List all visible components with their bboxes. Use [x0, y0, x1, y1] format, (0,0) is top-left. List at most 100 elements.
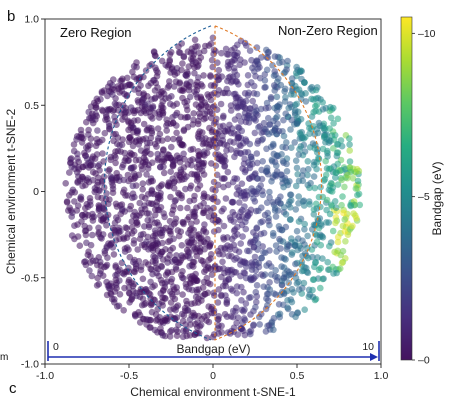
scatter-point	[164, 135, 171, 143]
scatter-point	[325, 137, 333, 144]
scatter-point	[109, 185, 117, 193]
scatter-point	[311, 145, 319, 152]
scatter-point	[332, 169, 340, 176]
scatter-point	[251, 188, 258, 196]
scatter-point	[132, 138, 140, 145]
scatter-point	[195, 130, 202, 138]
scatter-point	[86, 194, 94, 202]
scatter-point	[131, 151, 138, 159]
scatter-point	[79, 176, 87, 183]
scatter-point	[202, 290, 209, 298]
scatter-point	[169, 293, 176, 300]
scatter-point	[145, 246, 152, 253]
scatter-point	[200, 209, 208, 216]
scatter-point	[317, 183, 324, 191]
scatter-point	[334, 238, 342, 246]
scatter-point	[174, 302, 182, 309]
scatter-point	[123, 91, 131, 99]
scatter-point	[263, 46, 270, 54]
scatter-point	[119, 189, 127, 196]
scatter-point	[148, 60, 155, 68]
scatter-point	[219, 122, 227, 130]
scatter-point	[172, 215, 180, 223]
scatter-point	[159, 226, 167, 234]
scatter-point	[239, 319, 246, 326]
scatter-point	[111, 296, 118, 303]
scatter-point	[233, 175, 241, 182]
scatter-point	[200, 278, 208, 286]
scatter-point	[103, 261, 111, 269]
scatter-point	[147, 299, 155, 307]
scatter-point	[143, 171, 150, 178]
scatter-point	[236, 61, 243, 69]
scatter-point	[183, 283, 190, 291]
scatter-point	[139, 96, 146, 103]
scatter-point	[282, 85, 289, 93]
scatter-point	[196, 113, 204, 120]
scatter-point	[207, 255, 214, 262]
scatter-point	[271, 53, 279, 60]
scatter-point	[83, 239, 90, 247]
scatter-point	[176, 80, 183, 87]
scatter-point	[168, 65, 176, 73]
scatter-point	[137, 231, 145, 239]
scatter-point	[223, 147, 230, 154]
y-tick-label: -0.5	[21, 272, 39, 284]
scatter-point	[130, 258, 137, 266]
scatter-point	[252, 207, 260, 215]
scatter-point	[257, 182, 265, 189]
scatter-point	[263, 145, 270, 153]
scatter-point	[112, 230, 120, 237]
scatter-point	[170, 286, 178, 293]
scatter-point	[74, 155, 81, 162]
scatter-point	[292, 313, 299, 321]
colorbar-tick-label: –0	[418, 355, 430, 367]
scatter-point	[261, 84, 268, 91]
scatter-point	[159, 287, 167, 295]
scatter-point	[234, 104, 241, 112]
scatter-point	[192, 270, 199, 278]
scatter-point	[214, 91, 221, 98]
scatter-point	[305, 165, 312, 173]
scatter-point	[110, 251, 118, 258]
scatter-point	[232, 94, 240, 102]
scatter-point	[278, 151, 285, 158]
scatter-point	[200, 72, 207, 79]
scatter-point	[74, 150, 81, 158]
scatter-point	[154, 125, 162, 132]
scatter-point	[155, 184, 163, 192]
scatter-point	[134, 127, 142, 134]
scatter-point	[195, 120, 202, 128]
scatter-point	[148, 159, 156, 166]
scatter-point	[226, 267, 234, 274]
scatter-point	[304, 158, 312, 165]
scatter-point	[195, 312, 202, 320]
scatter-point	[179, 87, 187, 94]
scatter-point	[153, 237, 160, 245]
scatter-point	[159, 137, 166, 144]
scatter-point	[89, 231, 96, 239]
scatter-point	[105, 200, 112, 208]
scatter-point	[330, 120, 337, 127]
scatter-point	[112, 263, 119, 271]
scatter-point	[263, 167, 271, 174]
scatter-point	[319, 234, 327, 241]
scatter-point	[205, 42, 213, 49]
scatter-point	[98, 88, 106, 95]
scatter-point	[164, 84, 172, 91]
scatter-point	[266, 188, 273, 196]
scatter-point	[319, 99, 327, 106]
scatter-point	[238, 306, 246, 314]
scatter-point	[112, 148, 119, 155]
scatter-point	[184, 114, 191, 121]
scatter-point	[143, 210, 151, 217]
panel-letter-b: b	[7, 8, 16, 25]
scatter-point	[141, 160, 149, 168]
scatter-point	[110, 76, 117, 83]
scatter-point	[287, 191, 294, 198]
scatter-point	[93, 282, 101, 289]
scatter-point	[285, 242, 293, 249]
scatter-point	[115, 302, 123, 310]
scatter-point	[212, 162, 220, 169]
scatter-point	[284, 57, 291, 65]
